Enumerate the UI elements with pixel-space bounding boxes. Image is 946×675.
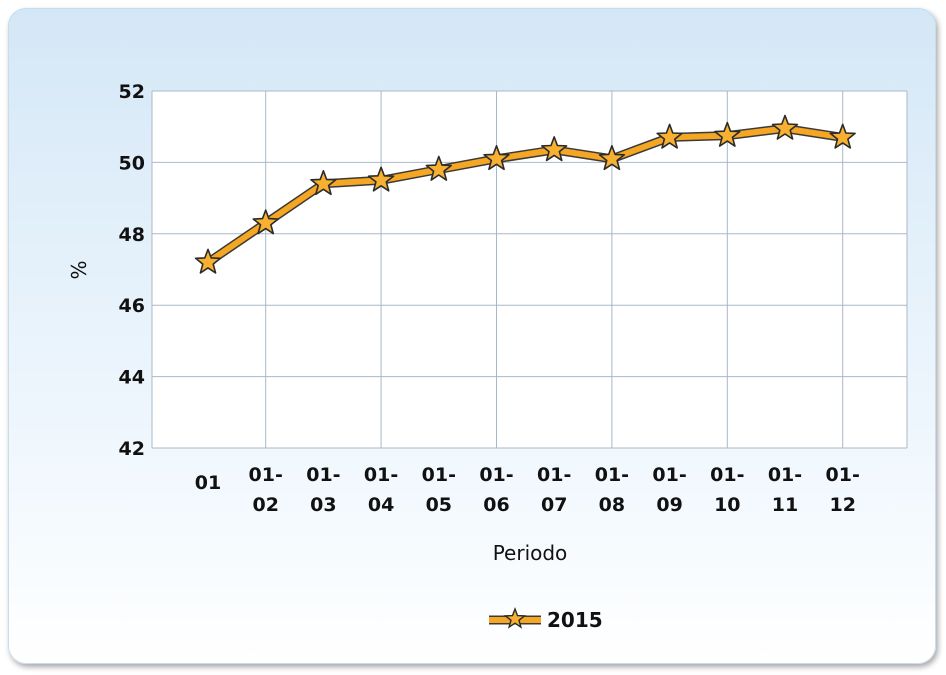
y-tick-label: 46	[119, 295, 145, 317]
legend-star-marker	[503, 607, 527, 629]
x-tick-label: 01-02	[249, 464, 283, 516]
star-marker	[483, 145, 510, 171]
x-tick-label: 01-10	[710, 464, 744, 516]
legend-label: 2015	[547, 608, 603, 632]
x-tick-label: 01-09	[652, 464, 686, 516]
x-tick-labels: 01 01-02 01-03 01-04 01-05 01-06 01-07 01-08 01-…	[195, 464, 860, 516]
star-marker	[425, 155, 452, 181]
star-marker	[771, 114, 799, 140]
x-tick-label: 01-12	[826, 464, 860, 516]
star-marker	[194, 248, 222, 274]
x-tick-label: 01-03	[306, 464, 340, 516]
x-tick-label: 01-08	[595, 464, 629, 516]
series-2015	[194, 114, 856, 274]
y-tick-label: 52	[119, 81, 145, 103]
star-marker	[310, 170, 337, 196]
y-tick-label: 50	[119, 152, 145, 174]
star-marker	[598, 145, 626, 171]
x-tick-label: 01-07	[537, 464, 571, 516]
y-axis-label: %	[67, 260, 91, 279]
y-tick-label: 44	[119, 367, 145, 389]
star-marker	[714, 121, 741, 147]
x-tick-label: 01-11	[768, 464, 802, 516]
x-tick-label: 01-04	[364, 464, 398, 516]
legend: 2015	[489, 607, 603, 632]
star-marker	[829, 123, 856, 149]
star-marker	[656, 123, 683, 149]
star-marker	[252, 209, 279, 235]
x-tick-label: 01	[195, 472, 221, 494]
star-marker	[541, 136, 568, 162]
star-marker	[367, 166, 395, 192]
grid	[151, 90, 908, 449]
y-tick-label: 48	[119, 224, 145, 246]
y-tick-label: 42	[119, 438, 145, 460]
y-tick-labels: 42 44 46 48 50 52	[119, 81, 145, 460]
x-tick-label: 01-05	[422, 464, 456, 516]
x-tick-label: 01-06	[479, 464, 513, 516]
x-axis-label: Periodo	[493, 541, 568, 565]
